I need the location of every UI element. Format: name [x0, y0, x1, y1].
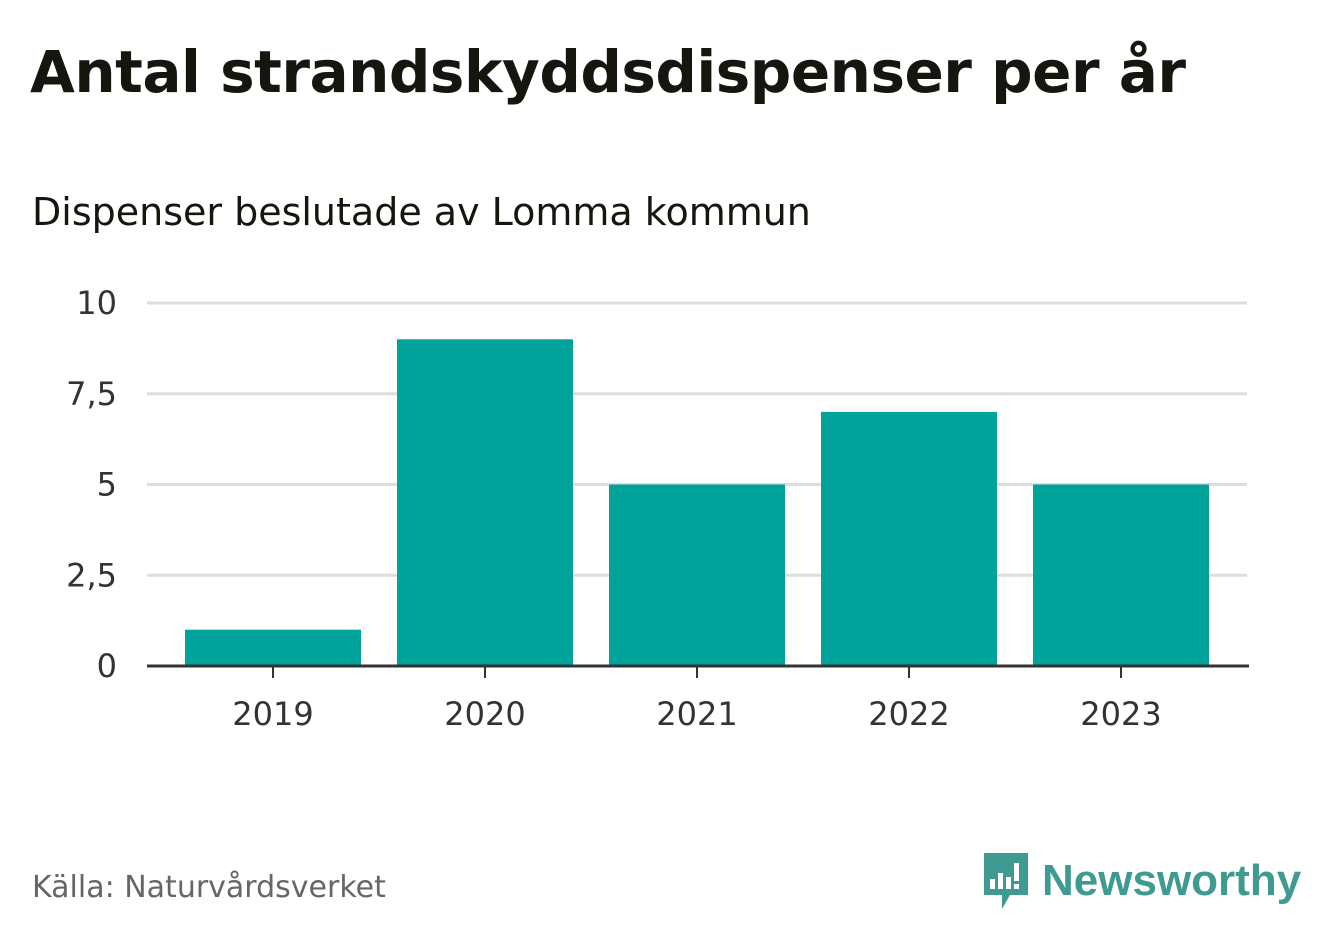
bar-2019 — [185, 629, 361, 666]
brand-name: Newsworthy — [1042, 856, 1302, 905]
brand-logo: Newsworthy — [980, 850, 1301, 912]
chart-subtitle: Dispenser beslutade av Lomma kommun — [32, 190, 811, 234]
x-tick-label: 2023 — [1080, 695, 1161, 733]
x-tick-label: 2022 — [868, 695, 949, 733]
y-tick-label: 2,5 — [66, 556, 117, 594]
chart-title: Antal strandskyddsdispenser per år — [30, 38, 1186, 106]
x-axis — [147, 664, 1249, 678]
y-tick-label: 0 — [97, 647, 117, 685]
bar-2021 — [609, 484, 785, 666]
x-tick-label: 2019 — [232, 695, 313, 733]
bar-2022 — [821, 411, 997, 666]
bar-chart-speech-bubble-icon — [984, 853, 1028, 909]
y-tick-labels: 0 2,5 5 7,5 10 — [66, 284, 117, 685]
y-tick-label: 10 — [76, 284, 117, 322]
source-note: Källa: Naturvårdsverket — [32, 870, 386, 905]
bar-2023 — [1033, 484, 1209, 666]
y-tick-label: 5 — [97, 466, 117, 504]
bar-2020 — [397, 339, 573, 666]
y-tick-label: 7,5 — [66, 375, 117, 413]
x-tick-label: 2020 — [444, 695, 525, 733]
x-tick-label: 2021 — [656, 695, 737, 733]
bars — [185, 339, 1209, 666]
x-tick-labels: 2019 2020 2021 2022 2023 — [232, 695, 1161, 733]
